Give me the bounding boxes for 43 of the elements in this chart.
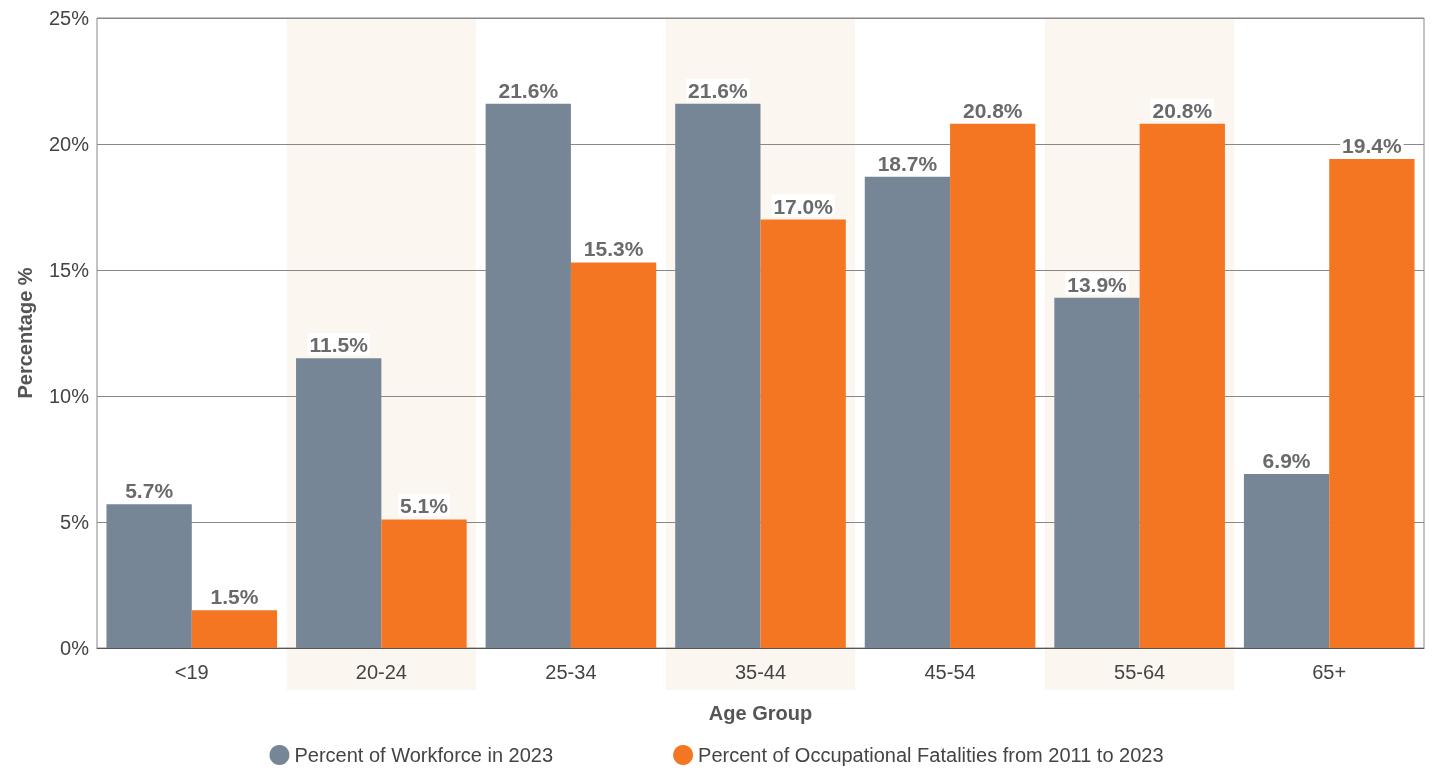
bar — [191, 610, 278, 648]
bar — [296, 358, 382, 648]
y-tick-label: 10% — [48, 385, 90, 407]
bar — [1329, 159, 1415, 648]
bar — [760, 219, 846, 648]
data-label: 13.9% — [1067, 272, 1128, 296]
x-tick-label: 25-34 — [545, 661, 597, 683]
x-tick-label: 35-44 — [734, 661, 787, 683]
x-tick-label: <19 — [174, 661, 209, 683]
bar — [1054, 297, 1140, 648]
data-label: 11.5% — [309, 333, 369, 357]
data-label: 19.4% — [1342, 134, 1402, 158]
y-axis-title: Percentage % — [14, 267, 36, 399]
bar — [381, 519, 467, 648]
y-tick-label: 5% — [60, 511, 90, 533]
data-label: 21.6% — [688, 78, 748, 102]
data-label: 5.1% — [400, 494, 449, 518]
data-label: 18.7% — [877, 151, 938, 175]
data-label: 20.8% — [962, 98, 1023, 122]
data-label: 21.6% — [498, 78, 559, 102]
data-label: 20.8% — [1152, 98, 1213, 122]
x-tick-label: 45-54 — [924, 661, 976, 683]
y-tick-label: 0% — [60, 637, 90, 659]
y-tick-label: 15% — [48, 259, 90, 281]
y-tick-label: 20% — [48, 133, 90, 155]
x-tick-label: 55-64 — [1114, 661, 1166, 683]
data-label: 15.3% — [583, 237, 644, 261]
y-tick-label: 25% — [48, 7, 90, 29]
bar — [950, 123, 1036, 648]
legend-label: Percent of Workforce in 2023 — [294, 744, 554, 766]
x-axis-title: Age Group — [708, 702, 813, 724]
data-label: 5.7% — [125, 479, 174, 503]
bar — [570, 262, 657, 648]
data-label: 1.5% — [210, 585, 259, 609]
bar — [106, 504, 192, 648]
bar — [485, 103, 571, 648]
x-tick-label: 20-24 — [355, 661, 407, 683]
data-label: 6.9% — [1262, 449, 1311, 473]
data-label: 17.0% — [773, 194, 834, 218]
bar — [864, 176, 951, 648]
x-tick-label: 65+ — [1312, 661, 1347, 683]
bar — [1243, 474, 1330, 648]
legend-label: Percent of Occupational Fatalities from 2011 to 2023 — [698, 744, 1164, 766]
